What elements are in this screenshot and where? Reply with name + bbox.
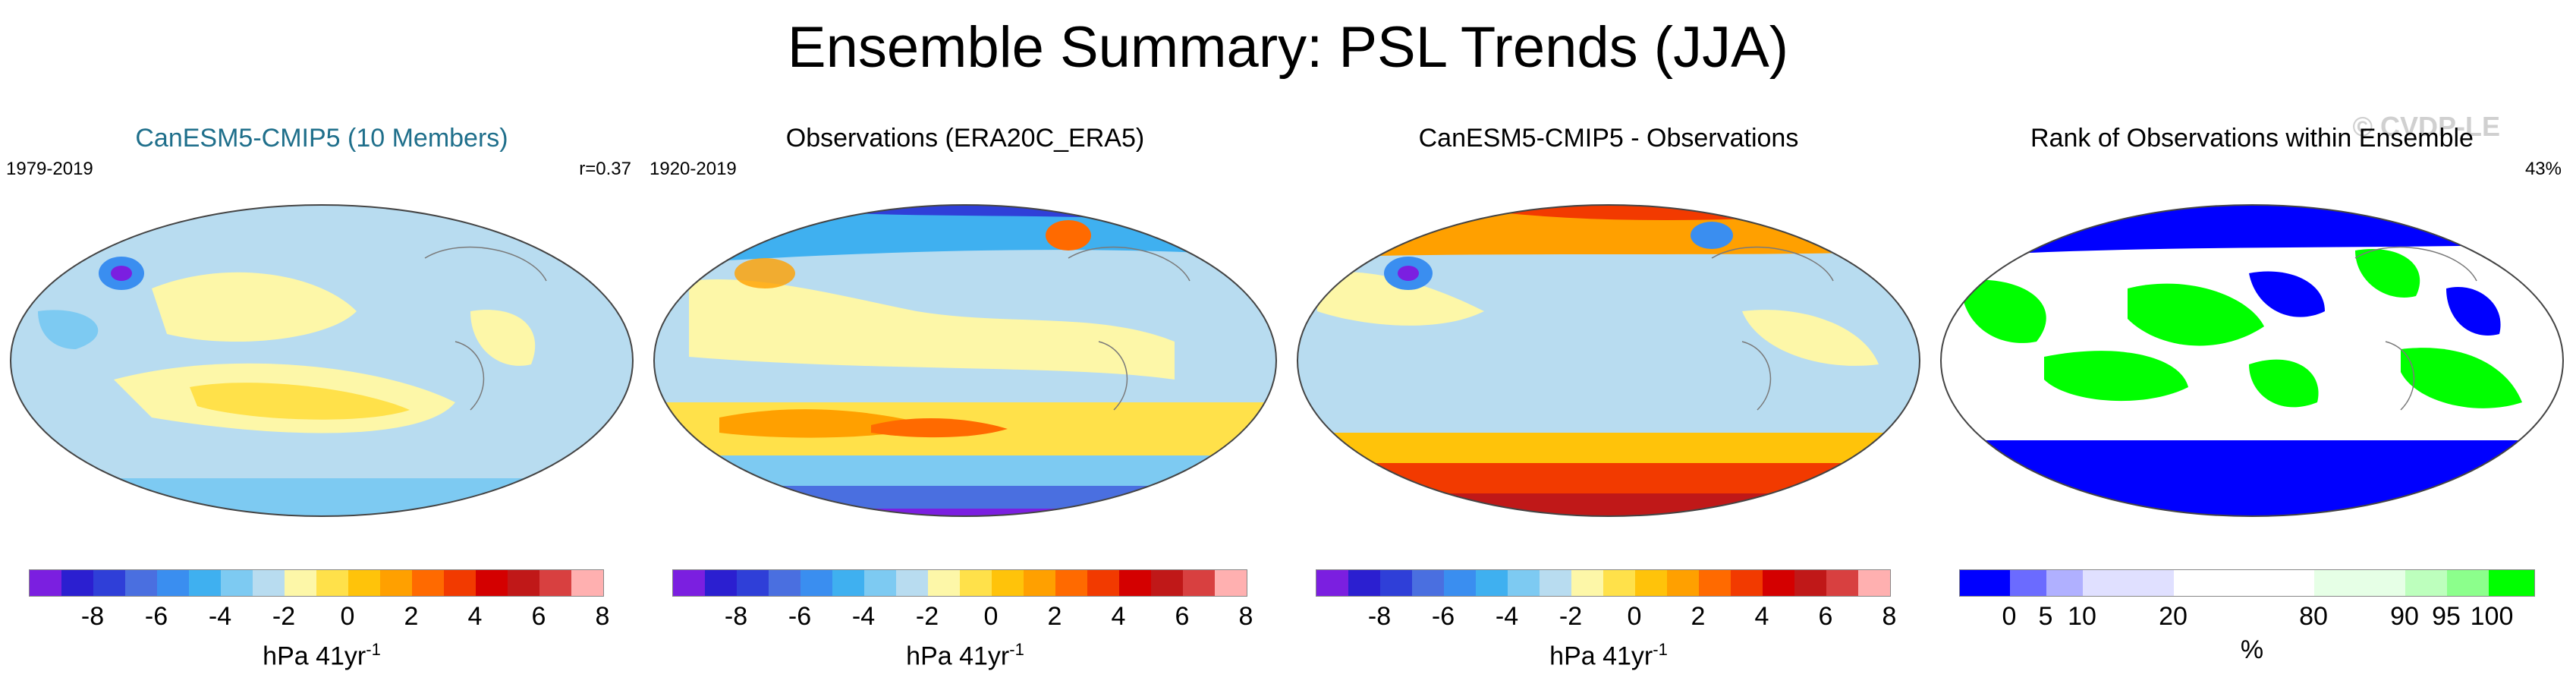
tick-label: -8 xyxy=(80,602,105,631)
tick-label: 4 xyxy=(467,602,483,631)
tick-label: 2 xyxy=(1047,602,1062,631)
correlation-label: r=0.37 xyxy=(579,159,631,179)
tick-label: 0 xyxy=(1627,602,1642,631)
tick-label: 0 xyxy=(340,602,355,631)
colorbar-unit: % xyxy=(2240,635,2264,664)
panel-title: Rank of Observations within Ensemble xyxy=(2030,124,2474,153)
tick-label: 100 xyxy=(2470,602,2514,631)
map-rank xyxy=(1940,204,2564,517)
map-observations xyxy=(653,204,1277,517)
map-ensemble-mean xyxy=(10,204,634,517)
tick-label: -2 xyxy=(272,602,296,631)
tick-label: 10 xyxy=(2068,602,2096,631)
colorbar-unit: hPa 41yr-1 xyxy=(263,640,381,671)
panel-difference: CanESM5-CMIP5 - Observations -8 -6 -4 -2… xyxy=(1287,114,1930,676)
tick-label: 0 xyxy=(2002,602,2017,631)
colorbar-unit: hPa 41yr-1 xyxy=(906,640,1024,671)
tick-label: 6 xyxy=(1175,602,1190,631)
colorbar-ticks: -8 -6 -4 -2 0 2 4 6 8 xyxy=(0,600,643,633)
colorbar-ticks: -8 -6 -4 -2 0 2 4 6 8 xyxy=(1287,600,1930,633)
colorbar-unit: hPa 41yr-1 xyxy=(1549,640,1668,671)
tick-label: 8 xyxy=(1238,602,1253,631)
figure-title: Ensemble Summary: PSL Trends (JJA) xyxy=(787,15,1789,80)
tick-label: 90 xyxy=(2390,602,2419,631)
tick-label: 6 xyxy=(531,602,546,631)
period-label: 1979-2019 xyxy=(6,159,93,179)
tick-label: 20 xyxy=(2159,602,2188,631)
tick-label: 2 xyxy=(404,602,419,631)
tick-label: -2 xyxy=(915,602,939,631)
tick-label: -8 xyxy=(724,602,748,631)
tick-label: -6 xyxy=(788,602,812,631)
colorbar-ticks: 0 5 10 20 80 90 95 100 xyxy=(1930,600,2574,633)
tick-label: -8 xyxy=(1367,602,1392,631)
tick-label: 95 xyxy=(2432,602,2461,631)
tick-label: 5 xyxy=(2038,602,2053,631)
panel-observations: Observations (ERA20C_ERA5) 1920-2019 -8 … xyxy=(643,114,1287,676)
tick-label: 0 xyxy=(983,602,999,631)
tick-label: 8 xyxy=(595,602,610,631)
tick-label: 2 xyxy=(1691,602,1706,631)
colorbar-ticks: -8 -6 -4 -2 0 2 4 6 8 xyxy=(643,600,1287,633)
panel-ensemble-mean: CanESM5-CMIP5 (10 Members) 1979-2019 r=0… xyxy=(0,114,643,676)
colorbar xyxy=(672,569,1247,597)
rank-percent-label: 43% xyxy=(2524,159,2562,179)
tick-label: -2 xyxy=(1558,602,1583,631)
colorbar xyxy=(29,569,604,597)
tick-label: 4 xyxy=(1754,602,1769,631)
panel-title: CanESM5-CMIP5 (10 Members) xyxy=(135,124,508,153)
tick-label: -6 xyxy=(144,602,168,631)
tick-label: 8 xyxy=(1882,602,1897,631)
period-label: 1920-2019 xyxy=(650,159,737,179)
tick-label: -4 xyxy=(1495,602,1519,631)
tick-label: 6 xyxy=(1818,602,1833,631)
tick-label: 4 xyxy=(1111,602,1126,631)
colorbar xyxy=(1959,569,2535,597)
panel-title: CanESM5-CMIP5 - Observations xyxy=(1418,124,1799,153)
watermark: © CVDP-LE xyxy=(2352,111,2500,142)
colorbar xyxy=(1316,569,1891,597)
panel-rank: Rank of Observations within Ensemble 43%… xyxy=(1930,114,2574,676)
tick-label: -6 xyxy=(1431,602,1455,631)
map-difference xyxy=(1297,204,1920,517)
tick-label: -4 xyxy=(851,602,876,631)
tick-label: -4 xyxy=(208,602,232,631)
panel-title: Observations (ERA20C_ERA5) xyxy=(785,124,1145,153)
tick-label: 80 xyxy=(2299,602,2328,631)
